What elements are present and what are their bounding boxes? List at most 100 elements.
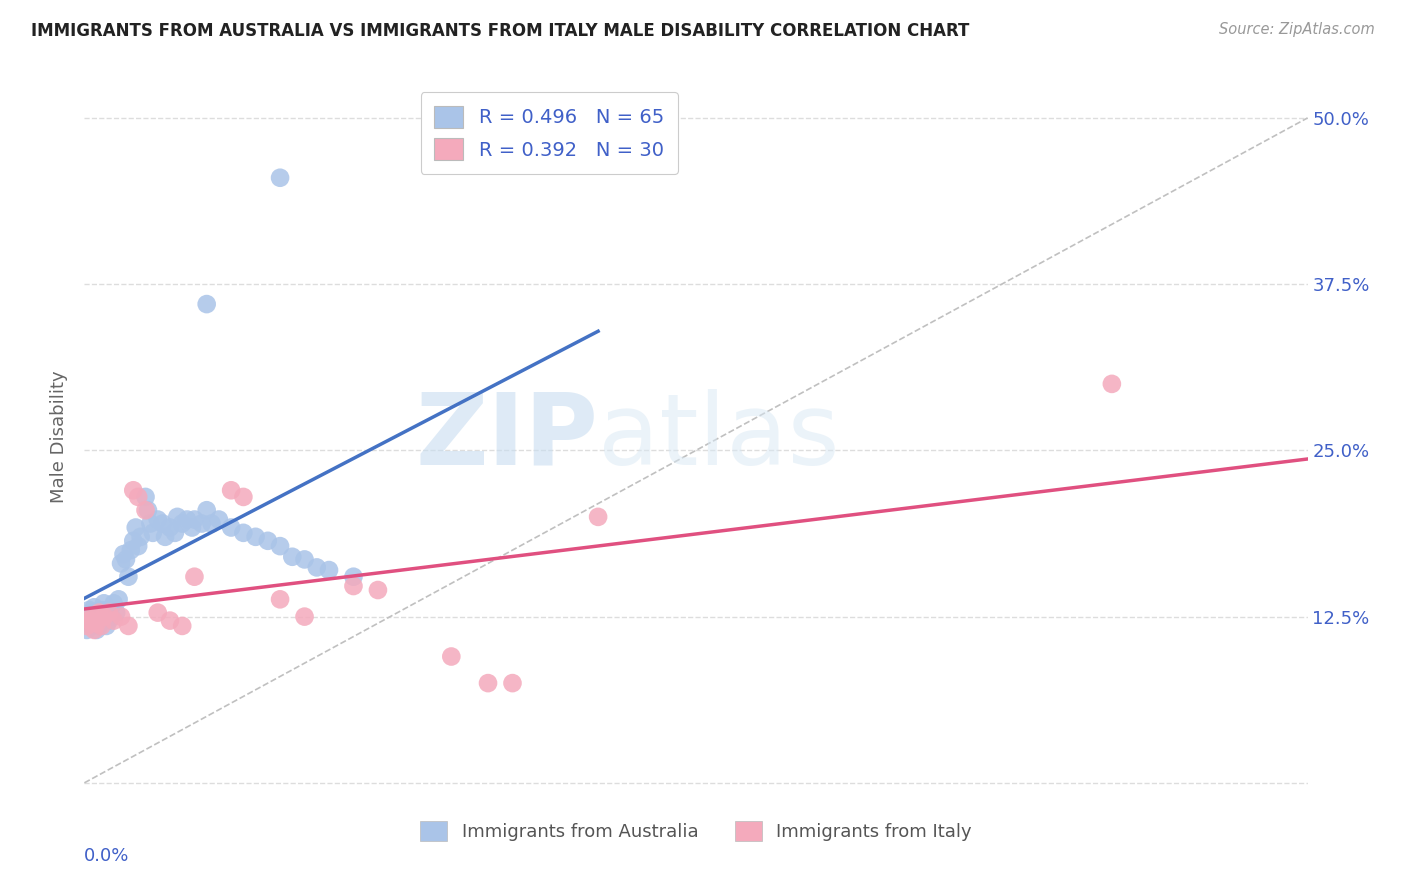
- Point: [97, 606, 120, 620]
- Point: [97, 614, 120, 628]
- Point: [195, 297, 218, 311]
- Point: [269, 170, 291, 185]
- Point: [122, 533, 145, 548]
- Point: [294, 609, 316, 624]
- Point: [93, 596, 115, 610]
- Point: [87, 606, 110, 620]
- Point: [90, 614, 112, 628]
- Point: [93, 609, 115, 624]
- Point: [153, 530, 176, 544]
- Point: [146, 606, 169, 620]
- Point: [83, 616, 105, 631]
- Point: [127, 539, 149, 553]
- Point: [294, 552, 316, 566]
- Point: [122, 483, 145, 498]
- Point: [112, 547, 135, 561]
- Point: [183, 570, 205, 584]
- Point: [477, 676, 499, 690]
- Point: [152, 516, 174, 531]
- Point: [305, 560, 328, 574]
- Point: [77, 609, 100, 624]
- Point: [86, 616, 108, 631]
- Point: [96, 606, 118, 620]
- Point: [135, 503, 157, 517]
- Point: [76, 623, 98, 637]
- Y-axis label: Male Disability: Male Disability: [51, 371, 69, 503]
- Point: [87, 619, 110, 633]
- Point: [172, 619, 194, 633]
- Point: [83, 623, 105, 637]
- Point: [318, 563, 340, 577]
- Point: [103, 614, 125, 628]
- Point: [100, 609, 122, 624]
- Point: [176, 512, 198, 526]
- Point: [110, 557, 132, 571]
- Point: [110, 609, 132, 624]
- Point: [257, 533, 280, 548]
- Point: [80, 614, 103, 628]
- Text: atlas: atlas: [598, 389, 839, 485]
- Point: [136, 503, 159, 517]
- Text: 0.0%: 0.0%: [84, 847, 129, 864]
- Point: [183, 512, 205, 526]
- Point: [90, 603, 112, 617]
- Point: [367, 582, 389, 597]
- Point: [191, 516, 214, 531]
- Point: [93, 609, 115, 624]
- Point: [80, 609, 103, 624]
- Point: [281, 549, 304, 564]
- Point: [159, 614, 181, 628]
- Point: [117, 570, 139, 584]
- Point: [96, 619, 118, 633]
- Point: [195, 503, 218, 517]
- Point: [120, 543, 142, 558]
- Point: [181, 520, 204, 534]
- Text: ZIP: ZIP: [415, 389, 598, 485]
- Point: [166, 509, 188, 524]
- Point: [107, 592, 129, 607]
- Point: [77, 603, 100, 617]
- Point: [219, 483, 242, 498]
- Point: [83, 608, 105, 623]
- Point: [87, 606, 110, 620]
- Point: [172, 516, 194, 531]
- Point: [1101, 376, 1123, 391]
- Point: [269, 592, 291, 607]
- Point: [232, 525, 254, 540]
- Point: [97, 603, 120, 617]
- Point: [127, 490, 149, 504]
- Legend: Immigrants from Australia, Immigrants from Italy: Immigrants from Australia, Immigrants fr…: [413, 814, 979, 848]
- Point: [342, 579, 364, 593]
- Point: [245, 530, 267, 544]
- Point: [129, 530, 152, 544]
- Point: [232, 490, 254, 504]
- Point: [86, 617, 108, 632]
- Point: [342, 570, 364, 584]
- Point: [115, 552, 138, 566]
- Point: [125, 520, 148, 534]
- Point: [139, 516, 162, 531]
- Point: [219, 520, 242, 534]
- Point: [83, 600, 105, 615]
- Point: [76, 619, 98, 633]
- Point: [80, 619, 103, 633]
- Point: [146, 512, 169, 526]
- Text: Source: ZipAtlas.com: Source: ZipAtlas.com: [1219, 22, 1375, 37]
- Text: IMMIGRANTS FROM AUSTRALIA VS IMMIGRANTS FROM ITALY MALE DISABILITY CORRELATION C: IMMIGRANTS FROM AUSTRALIA VS IMMIGRANTS …: [31, 22, 969, 40]
- Point: [86, 623, 108, 637]
- Point: [117, 619, 139, 633]
- Point: [502, 676, 524, 690]
- Point: [77, 614, 100, 628]
- Point: [80, 606, 103, 620]
- Point: [200, 516, 222, 531]
- Point: [103, 596, 125, 610]
- Point: [440, 649, 463, 664]
- Point: [135, 490, 157, 504]
- Point: [86, 611, 108, 625]
- Point: [142, 525, 165, 540]
- Point: [105, 606, 128, 620]
- Point: [269, 539, 291, 553]
- Point: [208, 512, 231, 526]
- Point: [163, 525, 186, 540]
- Point: [586, 509, 609, 524]
